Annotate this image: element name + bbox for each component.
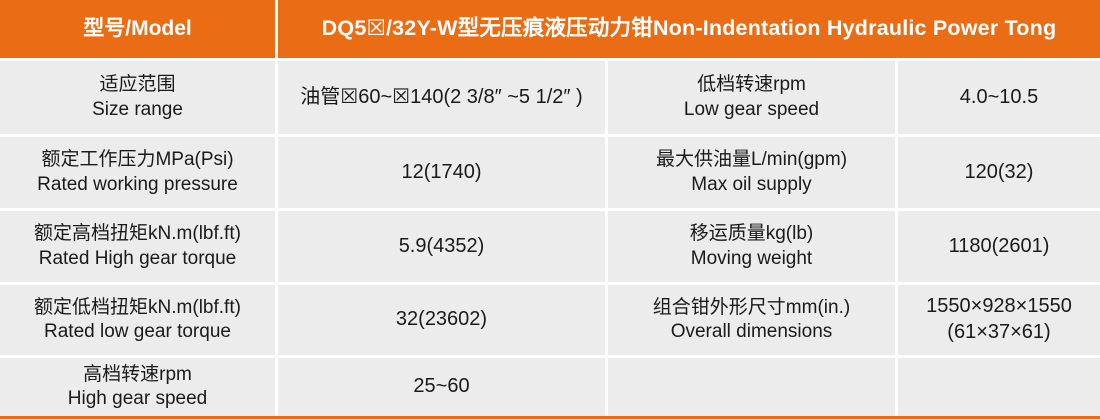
size-range-value-cell: 油管☒60~☒140(2 3/8″ ~5 1/2″ ) <box>278 61 605 134</box>
high-gear-speed-label-cell: 高档转速rpm High gear speed <box>0 358 275 416</box>
low-gear-speed-label-cell: 低档转速rpm Low gear speed <box>608 61 895 134</box>
moving-weight-label-zh: 移运质量kg(lb) <box>689 223 814 245</box>
size-range-label-en: Size range <box>92 98 183 120</box>
moving-weight-value-cell: 1180(2601) <box>898 211 1100 282</box>
empty-label-cell <box>608 358 895 416</box>
low-gear-speed-value: 4.0~10.5 <box>959 85 1039 108</box>
high-gear-speed-value-cell: 25~60 <box>278 358 605 416</box>
low-gear-torque-label-cell: 额定低档扭矩kN.m(lbf.ft) Rated low gear torque <box>0 285 275 355</box>
rated-pressure-label-en: Rated working pressure <box>37 173 238 195</box>
low-gear-speed-label-zh: 低档转速rpm <box>697 74 806 96</box>
moving-weight-label-en: Moving weight <box>690 247 813 269</box>
overall-dimensions-value-line2: (61×37×61) <box>947 321 1051 343</box>
rated-pressure-label-cell: 额定工作压力MPa(Psi) Rated working pressure <box>0 137 275 208</box>
low-gear-torque-label-zh: 额定低档扭矩kN.m(lbf.ft) <box>34 296 241 318</box>
max-oil-supply-label-cell: 最大供油量L/min(gpm) Max oil supply <box>608 137 895 208</box>
size-range-value: 油管☒60~☒140(2 3/8″ ~5 1/2″ ) <box>300 85 583 108</box>
low-gear-torque-value: 32(23602) <box>395 308 488 331</box>
low-gear-speed-label-en: Low gear speed <box>683 98 820 120</box>
overall-dimensions-value-line1: 1550×928×1550 <box>926 295 1072 318</box>
empty-value-cell <box>898 358 1100 416</box>
rated-pressure-value: 12(1740) <box>401 160 482 183</box>
overall-dimensions-value-cell: 1550×928×1550 (61×37×61) <box>898 285 1100 355</box>
overall-dimensions-label-en: Overall dimensions <box>670 321 833 342</box>
high-gear-speed-label-zh: 高档转速rpm <box>83 363 192 385</box>
moving-weight-value: 1180(2601) <box>948 234 1050 257</box>
high-gear-torque-value: 5.9(4352) <box>398 234 485 257</box>
overall-dimensions-label-cell: 组合钳外形尺寸mm(in.) Overall dimensions <box>608 285 895 355</box>
low-gear-torque-label-en: Rated low gear torque <box>44 321 231 342</box>
high-gear-torque-label-en: Rated High gear torque <box>38 247 237 269</box>
product-title-cell: DQ5☒/32Y-W型无压痕液压动力钳Non-Indentation Hydra… <box>278 0 1100 58</box>
rated-pressure-value-cell: 12(1740) <box>278 137 605 208</box>
high-gear-torque-value-cell: 5.9(4352) <box>278 211 605 282</box>
max-oil-supply-value: 120(32) <box>964 160 1034 183</box>
max-oil-supply-label-en: Max oil supply <box>691 173 812 195</box>
model-header-cell: 型号/Model <box>0 0 275 58</box>
low-gear-torque-value-cell: 32(23602) <box>278 285 605 355</box>
size-range-label-zh: 适应范围 <box>99 74 176 96</box>
overall-dimensions-label-zh: 组合钳外形尺寸mm(in.) <box>652 296 851 318</box>
high-gear-speed-label-en: High gear speed <box>67 388 208 409</box>
high-gear-speed-value: 25~60 <box>413 375 470 398</box>
max-oil-supply-label-zh: 最大供油量L/min(gpm) <box>655 149 848 171</box>
size-range-label-cell: 适应范围 Size range <box>0 61 275 134</box>
rated-pressure-label-zh: 额定工作压力MPa(Psi) <box>41 149 234 171</box>
product-title: DQ5☒/32Y-W型无压痕液压动力钳Non-Indentation Hydra… <box>321 16 1057 41</box>
high-gear-torque-label-cell: 额定高档扭矩kN.m(lbf.ft) Rated High gear torqu… <box>0 211 275 282</box>
max-oil-supply-value-cell: 120(32) <box>898 137 1100 208</box>
high-gear-torque-label-zh: 额定高档扭矩kN.m(lbf.ft) <box>34 223 241 245</box>
low-gear-speed-value-cell: 4.0~10.5 <box>898 61 1100 134</box>
model-header-label: 型号/Model <box>83 16 192 40</box>
moving-weight-label-cell: 移运质量kg(lb) Moving weight <box>608 211 895 282</box>
